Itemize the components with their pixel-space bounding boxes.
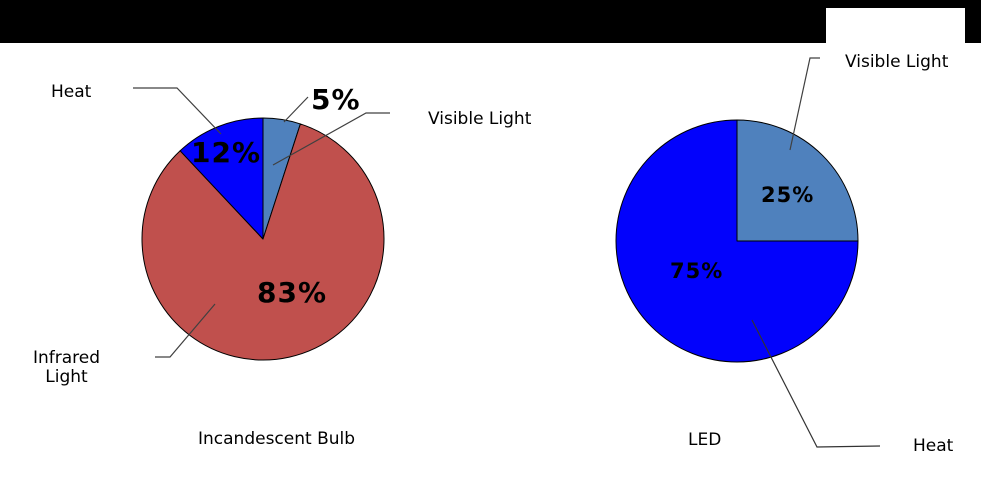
leader-line-infrared-light <box>155 303 216 358</box>
pie-slice-infrared-light <box>141 123 385 361</box>
incandescent-pie <box>141 117 385 361</box>
pct-label-visible-light-left: 5% <box>311 83 361 116</box>
led-pie <box>615 119 859 363</box>
leader-line-5pct <box>283 96 309 123</box>
pct-label-heat-right: 75% <box>670 259 724 283</box>
pie-slice-heat <box>615 119 859 363</box>
chart-title-led: LED <box>688 430 722 450</box>
pct-label-heat-left: 12% <box>191 136 262 169</box>
pie-slice-visible-light <box>736 119 859 242</box>
label-visible-light-right: Visible Light <box>845 52 949 72</box>
leader-line-heat-right <box>751 319 881 448</box>
top-banner <box>0 0 981 43</box>
leader-line-visible-light-right <box>789 57 820 151</box>
leader-line-heat-left <box>133 87 222 135</box>
label-heat-right: Heat <box>913 436 954 456</box>
label-infrared-light: Infrared Light <box>32 348 101 387</box>
leader-line-visible-light-left <box>272 112 390 166</box>
chart-title-incandescent: Incandescent Bulb <box>198 429 356 449</box>
label-visible-light-left: Visible Light <box>428 109 532 129</box>
top-banner-notch <box>826 8 965 43</box>
label-heat-left: Heat <box>51 82 92 102</box>
pct-label-visible-light-right: 25% <box>761 183 815 207</box>
pct-label-infrared-light: 83% <box>257 276 328 309</box>
pie-slice-heat <box>179 117 264 240</box>
